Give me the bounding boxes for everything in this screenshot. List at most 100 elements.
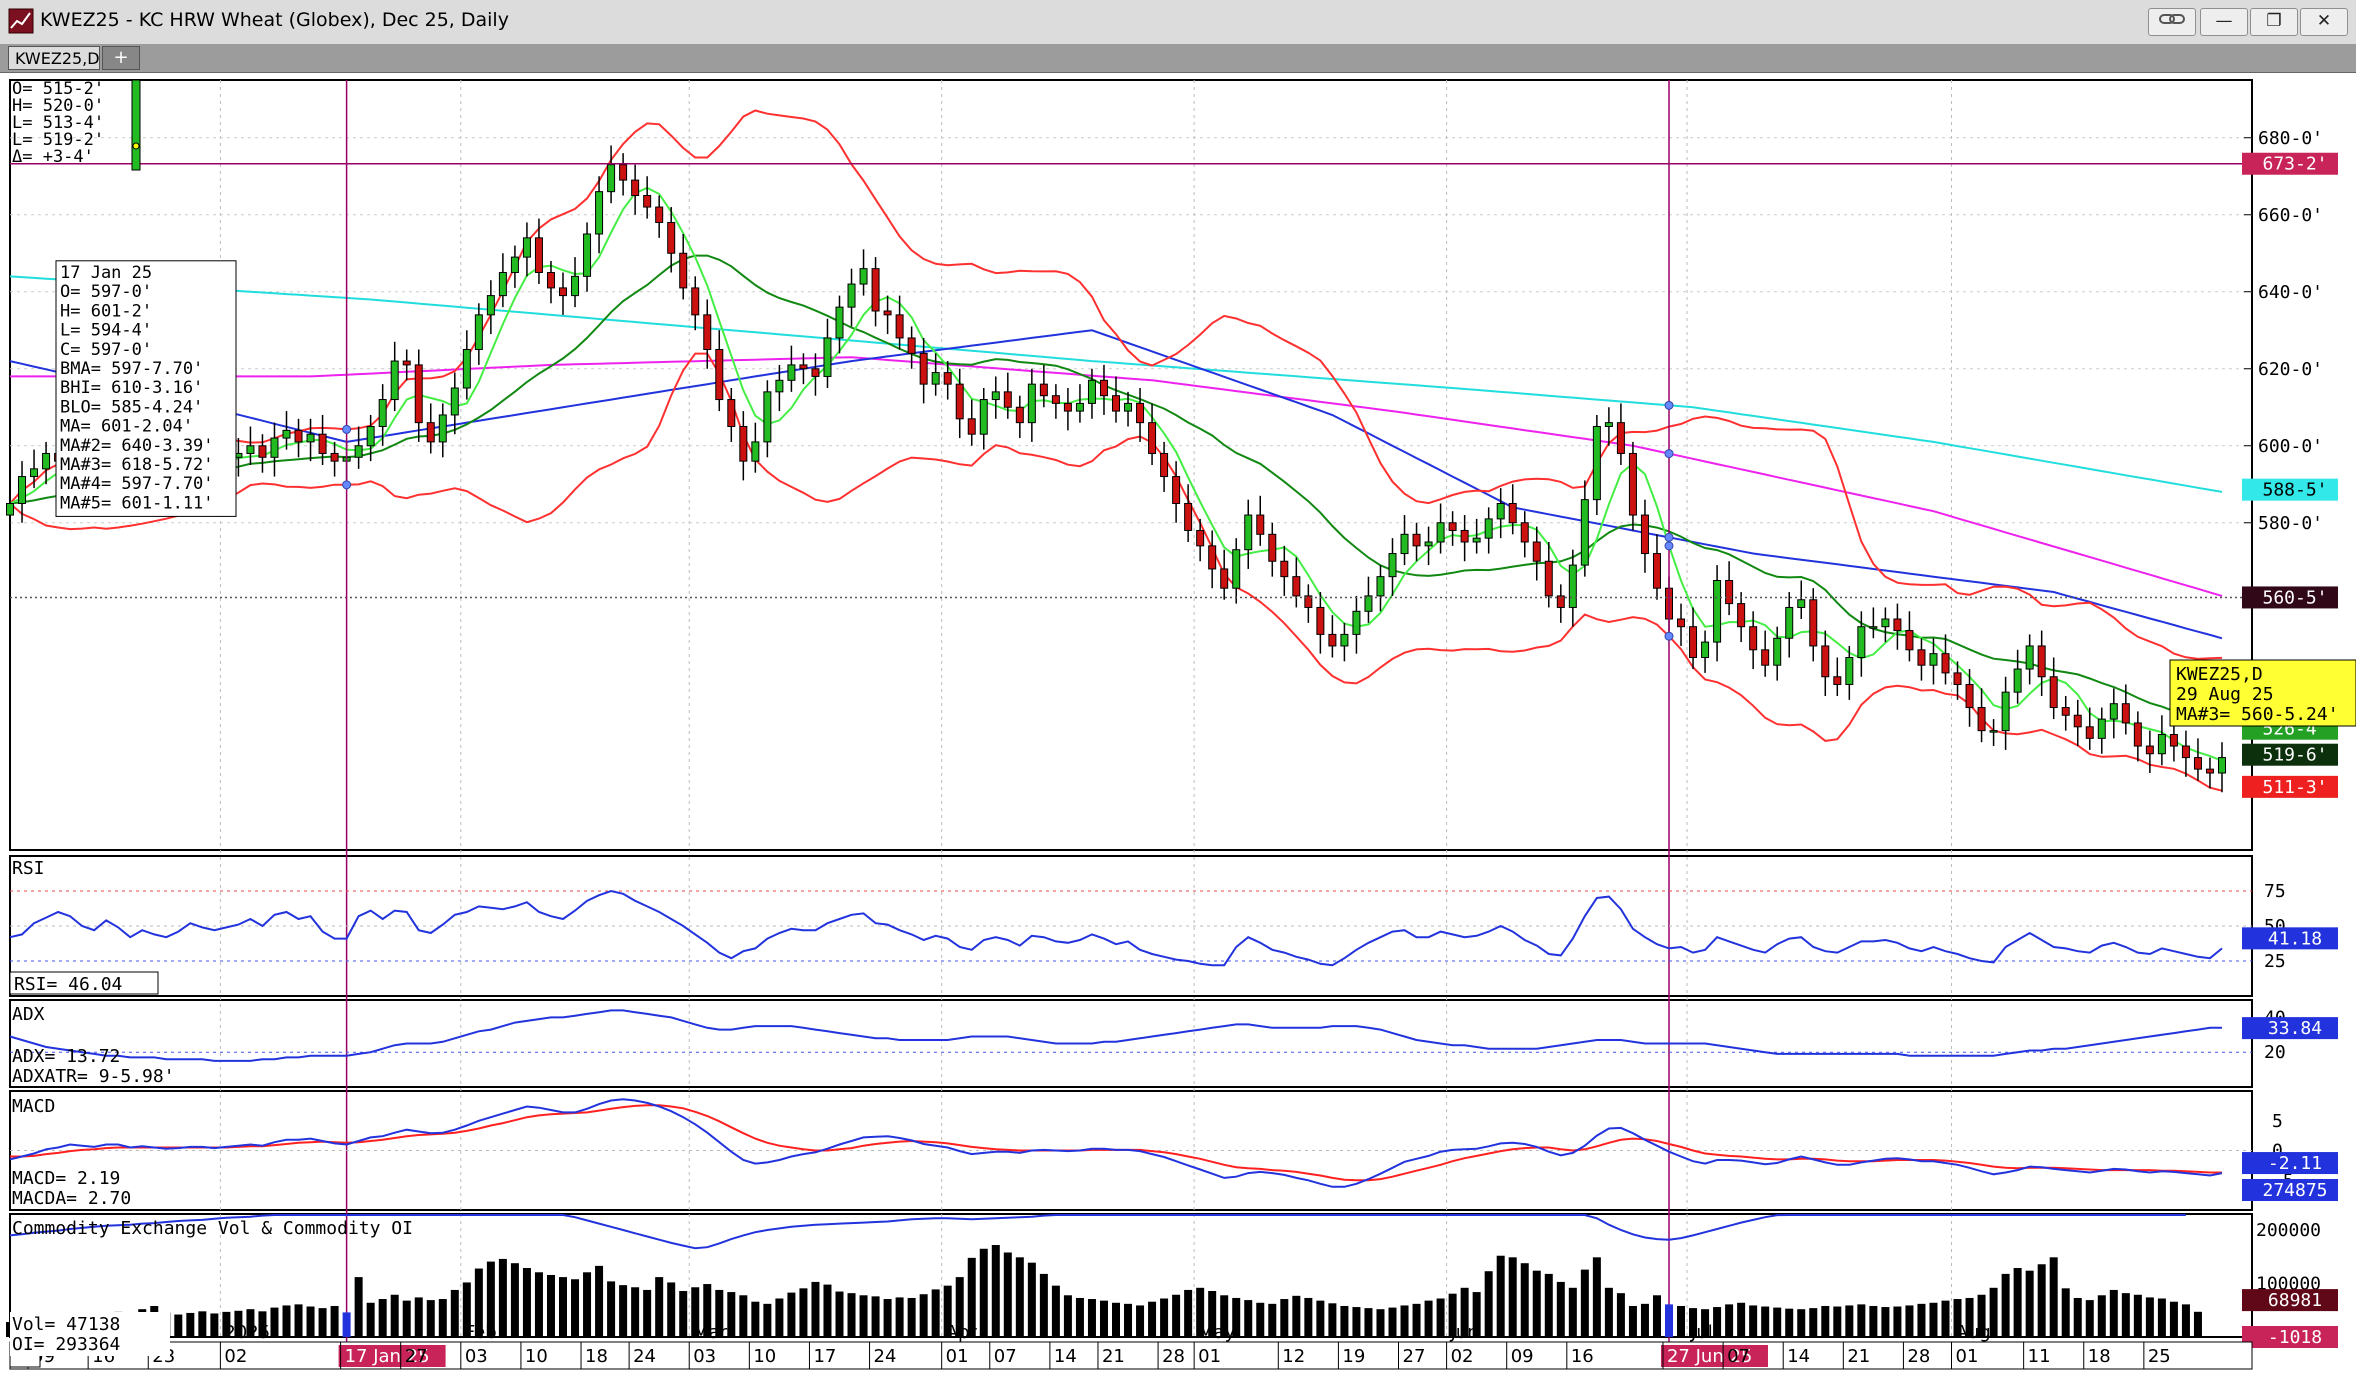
volume-bar [1087, 1299, 1096, 1337]
time-tick-label: 01 [1956, 1346, 1979, 1367]
candle [414, 349, 423, 442]
candle-body [18, 476, 27, 504]
price-marker-label-bg [2242, 152, 2338, 175]
volume-bar [751, 1301, 760, 1337]
volume-bar [655, 1277, 664, 1337]
data-window-line: MA#3= 618-5.72' [60, 455, 214, 475]
candle-body [1196, 529, 1205, 547]
time-tick-label: 10 [753, 1346, 776, 1367]
candle [1917, 638, 1926, 681]
candle [2121, 684, 2130, 735]
link-button[interactable] [2148, 8, 2196, 36]
candle [1496, 488, 1505, 539]
candle-body [643, 195, 652, 208]
candle-body [330, 452, 339, 462]
candle-body [883, 310, 892, 316]
candle-body [1761, 649, 1770, 666]
adx-marker-label-bg [2242, 1017, 2338, 1040]
volume-bar [1364, 1308, 1373, 1337]
crosshair-dot [1664, 532, 1674, 542]
data-window-line: BMA= 597-7.70' [60, 359, 203, 379]
candle-body [1099, 379, 1108, 397]
candle [943, 361, 952, 400]
candle [1027, 368, 1036, 442]
time-tick-label: 18 [585, 1346, 608, 1367]
volume-bar [1460, 1287, 1469, 1337]
candle-body [895, 314, 904, 339]
candle [1616, 403, 1625, 465]
candle-body [1015, 406, 1024, 424]
volume-bar [955, 1277, 964, 1337]
minimize-button[interactable]: — [2200, 8, 2248, 36]
candle-body [2145, 745, 2154, 755]
volume-bar [1484, 1271, 1493, 1337]
volume-bar [510, 1263, 519, 1337]
price-marker-label-bg [2242, 775, 2338, 798]
tab-symbol[interactable]: KWEZ25,D [8, 46, 100, 70]
volume-bar [546, 1274, 555, 1337]
candle [883, 295, 892, 335]
candle [1316, 592, 1325, 654]
data-window-line: L= 594-4' [60, 321, 152, 341]
candle [378, 384, 387, 446]
close-button[interactable]: ✕ [2300, 8, 2348, 36]
volume-bar [378, 1299, 387, 1337]
data-window-line: C= 597-0' [60, 340, 152, 360]
adx-value-line: ADXATR= 9-5.98' [12, 1066, 175, 1087]
volume-bar [619, 1285, 628, 1337]
candle [2025, 634, 2034, 685]
rsi-tick-label: 25 [2264, 951, 2286, 972]
add-tab-button[interactable]: + [102, 46, 140, 70]
candle [2061, 696, 2070, 731]
candle-body [2025, 645, 2034, 670]
chart-area[interactable]: 680-0' 660-0' 640-0' 620-0' 600-0' 580-0' 673-… [0, 73, 2356, 1389]
volume-bar [1965, 1297, 1974, 1337]
adx-tick-label: 20 [2264, 1042, 2286, 1063]
time-tick-label: 02 [1451, 1346, 1474, 1367]
restore-button[interactable]: ❐ [2250, 8, 2298, 36]
candle [859, 249, 868, 296]
candle-body [1039, 383, 1048, 397]
candle [1821, 630, 1830, 696]
volume-bar [2121, 1293, 2130, 1337]
candle [510, 245, 519, 288]
candle [967, 399, 976, 446]
candle-body [799, 364, 808, 370]
candle-body [1905, 630, 1914, 651]
candle [715, 330, 724, 412]
time-tick-label: 27 [1403, 1346, 1426, 1367]
candle [2169, 722, 2178, 762]
volume-bar [1580, 1269, 1589, 1337]
price-tick-label: 680-0' [2258, 128, 2323, 149]
rsi-value-bg [9, 971, 159, 995]
macd-title: MACD [12, 1096, 55, 1117]
candle-body [426, 422, 435, 443]
volume-bar [1773, 1307, 1782, 1337]
candle [2049, 657, 2058, 720]
candle [955, 368, 964, 439]
time-tick-label: 12 [1282, 1346, 1305, 1367]
candle-body [967, 418, 976, 435]
volume-bar [715, 1289, 724, 1337]
close-icon: ✕ [2316, 11, 2332, 31]
bollinger-lower-line [9, 352, 2223, 792]
candle [1857, 611, 1866, 677]
volume-bar [1184, 1289, 1193, 1337]
ohlc-readout-line: H= 520-0' [12, 96, 104, 116]
volume-bar [1448, 1293, 1457, 1337]
time-tick-label: 25 [2148, 1346, 2171, 1367]
volume-bar [631, 1287, 640, 1337]
candle-body [2013, 668, 2022, 693]
candle [1677, 603, 1686, 646]
volume-bar [2097, 1295, 2106, 1337]
volume-bar [1905, 1305, 1914, 1337]
time-tick-label: 28 [1907, 1346, 1930, 1367]
candle-body [1148, 422, 1157, 454]
volume-bar [583, 1272, 592, 1337]
volume-bar [1268, 1303, 1277, 1337]
candle-body [763, 391, 772, 443]
candle-body [402, 360, 411, 366]
candle-body [727, 399, 736, 427]
volume-bar [498, 1258, 507, 1337]
candle [390, 341, 399, 412]
